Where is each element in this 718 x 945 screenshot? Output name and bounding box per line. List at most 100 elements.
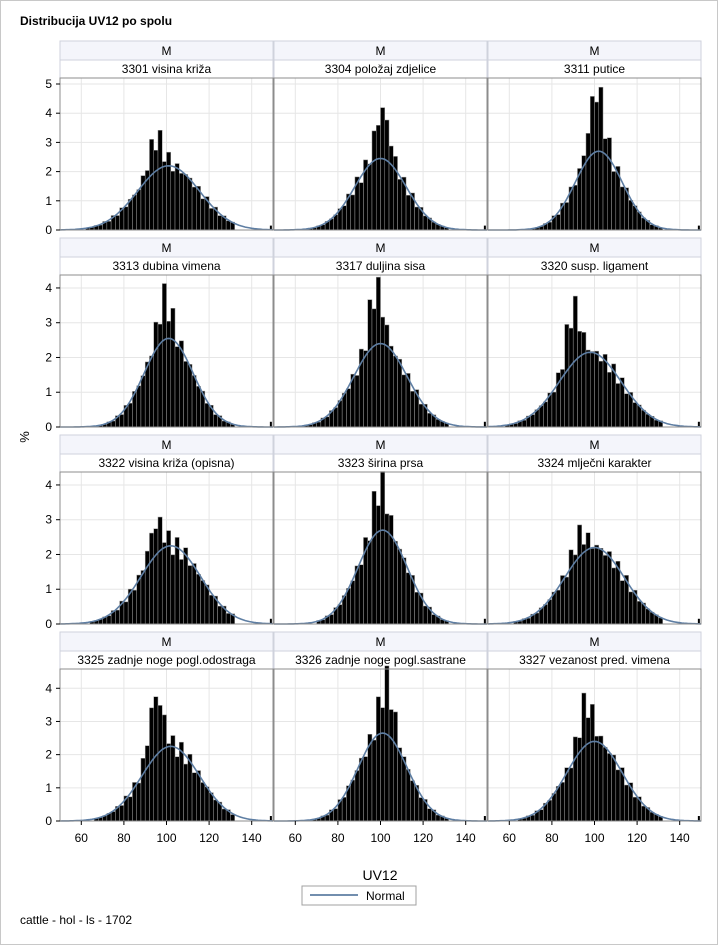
histogram-bar	[161, 283, 167, 428]
histogram-bar	[136, 385, 142, 428]
y-axis-title: %	[17, 431, 32, 443]
histogram-bar	[161, 714, 167, 822]
histogram-bar	[200, 580, 206, 625]
panel-frame	[487, 471, 702, 625]
histogram-bar	[166, 321, 172, 428]
histogram-bar	[166, 151, 172, 231]
histogram-bar	[132, 194, 137, 231]
histogram-bar	[225, 613, 231, 625]
histogram-bar	[196, 386, 201, 428]
histogram-bar	[585, 133, 591, 231]
panel-frame	[487, 274, 702, 428]
normal-curve	[487, 546, 702, 625]
histogram-bar	[346, 388, 351, 428]
y-tick-label: 0	[45, 814, 52, 828]
y-tick-label: 2	[45, 547, 52, 561]
histogram-bar	[183, 174, 189, 231]
histogram-bar	[401, 374, 407, 428]
panel-header-sex: M	[162, 44, 172, 58]
y-tick-label: 0	[45, 617, 52, 631]
histogram-bar	[196, 573, 201, 625]
histogram-bar	[594, 544, 600, 625]
histogram-bar	[179, 173, 184, 231]
histogram-bar	[375, 696, 381, 822]
histogram-bar	[149, 355, 154, 428]
y-tick-label: 2	[45, 165, 52, 179]
histogram-bar	[106, 221, 112, 231]
histogram-bar	[170, 554, 176, 625]
histogram-bar	[136, 189, 142, 231]
histogram-bar	[530, 414, 536, 428]
histogram-bar	[410, 391, 415, 428]
normal-curve	[487, 351, 702, 428]
x-axis-title: UV12	[362, 867, 397, 883]
histogram-bar-outlier	[269, 225, 272, 230]
histogram-bar	[414, 206, 420, 231]
normal-curve	[60, 337, 273, 428]
histogram-bar	[607, 753, 612, 822]
histogram-bar	[140, 375, 146, 428]
y-tick-label: 3	[45, 316, 52, 330]
panel-header-sex: M	[376, 241, 386, 255]
histogram-bar	[585, 532, 591, 625]
histogram-bar	[191, 563, 197, 625]
histogram-bar	[333, 808, 339, 822]
histogram-bar	[401, 557, 407, 625]
x-tick-label: 60	[503, 831, 517, 845]
histogram-bar	[191, 186, 197, 231]
legend-box	[301, 885, 417, 906]
x-tick-label: 120	[627, 831, 647, 845]
histogram-bar	[388, 709, 394, 822]
histogram-bar	[354, 770, 360, 822]
histogram-bar	[380, 471, 386, 625]
histogram-bar	[166, 743, 172, 822]
legend-label: Normal	[366, 889, 405, 903]
histogram-bar	[555, 785, 561, 822]
panel-header-trait: 3311 putice	[564, 62, 625, 76]
histogram-bar-outlier	[697, 225, 700, 230]
normal-curve	[274, 732, 487, 822]
histogram-bar-outlier	[483, 421, 486, 427]
histogram-bar	[581, 332, 587, 428]
histogram-bar	[371, 308, 377, 428]
y-tick-label: 4	[45, 106, 52, 120]
histogram-bar	[363, 756, 368, 822]
x-tick-label: 80	[545, 831, 559, 845]
histogram-bar	[427, 808, 432, 822]
histogram-bar	[564, 202, 570, 231]
histogram-bar	[564, 324, 570, 428]
histogram-bar	[367, 299, 373, 428]
histogram-bar	[589, 96, 595, 231]
histogram-bar	[341, 797, 347, 822]
histogram-bar	[543, 401, 548, 428]
histogram-bar-outlier	[483, 816, 486, 821]
histogram-bar	[106, 615, 112, 625]
histogram-bar	[149, 139, 154, 231]
histogram-bar	[341, 392, 347, 428]
y-tick-label: 3	[45, 135, 52, 149]
histogram-bar	[615, 769, 621, 822]
histogram-bar-outlier	[697, 816, 700, 821]
histogram-bar	[619, 580, 625, 625]
histogram-bar	[397, 358, 403, 428]
y-tick-label: 2	[45, 748, 52, 762]
histogram-bar	[414, 591, 420, 625]
histogram-bar	[607, 551, 612, 625]
histogram-bar	[397, 548, 403, 625]
y-tick-label: 3	[45, 513, 52, 527]
panel-header-sex: M	[376, 44, 386, 58]
histogram-bar	[568, 327, 574, 428]
histogram-bar	[405, 572, 411, 625]
histogram-bar	[144, 745, 150, 822]
histogram-bar	[354, 375, 360, 428]
histogram-bar	[393, 355, 398, 428]
histogram-bar	[551, 793, 557, 822]
histogram-bar	[204, 403, 210, 428]
normal-curve	[274, 157, 487, 231]
histogram-bar	[123, 601, 129, 625]
panel-frame	[59, 77, 274, 231]
histogram-bar	[157, 130, 163, 231]
histogram-bar	[607, 372, 612, 428]
histogram-bar-outlier	[697, 618, 700, 624]
